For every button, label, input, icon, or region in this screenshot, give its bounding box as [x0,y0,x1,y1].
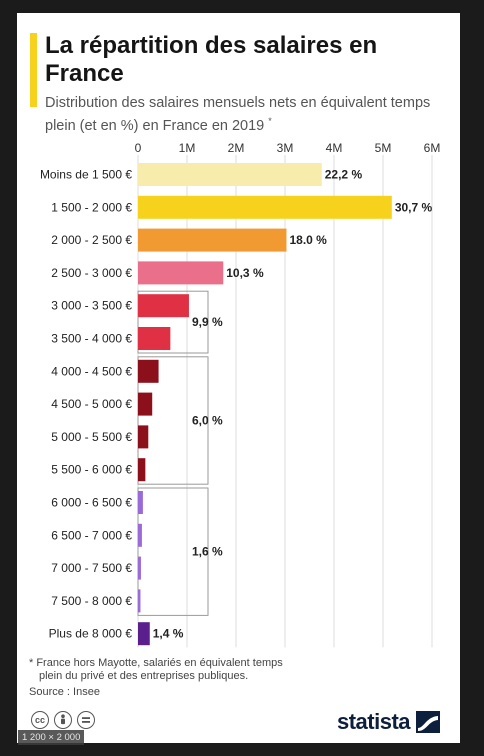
bar[interactable] [138,327,171,350]
category-label: Moins de 1 500 € [40,168,132,182]
page-title: La répartition des salaires en France [45,32,378,87]
attribution-person-icon[interactable] [54,711,72,729]
bar[interactable] [138,163,322,186]
bar[interactable] [138,359,159,383]
subtitle-footnote-mark: * [268,116,272,126]
group-percent-label: 6,0 % [192,414,223,428]
x-tick-label: 4M [326,141,343,155]
brand-name: statista [337,709,411,734]
group-bracket [137,290,209,354]
group-percent-label: 1,6 % [192,545,223,559]
bar-value-label: 1,4 % [153,627,184,641]
x-tick-label: 1M [179,141,196,155]
bar[interactable] [138,491,143,514]
group-bracket [137,487,209,616]
footnote-line-2: plein du privé et des entreprises publiq… [39,670,249,682]
bar[interactable] [138,589,141,613]
title-accent-bar [30,33,37,107]
license-icons: cc [31,711,95,729]
footnote: * France hors Mayotte, salariés en équiv… [29,657,389,683]
category-label: 5 000 - 5 500 € [51,430,132,444]
bar[interactable] [138,195,392,219]
bar-chart: 0 1M 2M 3M 4M 5M 6M 9,9 % 6,0 % 1,6 % Moins de 1 5… [40,141,441,648]
bar-value-label: 10,3 % [226,266,264,280]
category-label: 6 000 - 6 500 € [51,496,132,510]
chart-subtitle: Distribution des salaires mensuels nets … [45,94,445,135]
infographic-card: La répartition des salaires en France Di… [17,13,460,743]
bar[interactable] [138,294,189,318]
category-label: 7 500 - 8 000 € [51,594,132,608]
bar[interactable] [138,425,149,449]
bar-value-label: 18.0 % [289,233,327,247]
no-derivatives-equals-icon[interactable] [77,711,95,729]
bar[interactable] [138,523,142,547]
category-label: 5 500 - 6 000 € [51,463,132,477]
x-tick-label: 5M [375,141,392,155]
x-tick-label: 3M [277,141,294,155]
category-label: 7 000 - 7 500 € [51,561,132,575]
group-percent-label: 9,9 % [192,315,223,329]
bar-value-label: 22,2 % [325,168,363,182]
image-resolution-badge: 1 200 × 2 000 [18,730,85,745]
bar[interactable] [138,556,141,580]
category-label: 4 500 - 5 000 € [51,397,132,411]
statista-wave-icon [416,711,441,733]
statista-logo[interactable]: statista [337,709,441,735]
category-label: 3 000 - 3 500 € [51,299,132,313]
bar[interactable] [138,622,150,646]
bar-value-label: 30,7 % [395,200,433,214]
category-label: 6 500 - 7 000 € [51,528,132,542]
x-tick-label: 0 [135,141,142,155]
category-label: 1 500 - 2 000 € [51,200,132,214]
bar[interactable] [138,392,153,416]
source-note: Source : Insee [29,686,100,698]
group-bracket [137,356,209,485]
category-label: 3 500 - 4 000 € [51,332,132,346]
subtitle-text: Distribution des salaires mensuels nets … [45,95,431,134]
x-tick-label: 2M [228,141,245,155]
category-label: 2 500 - 3 000 € [51,266,132,280]
x-tick-label: 6M [424,141,441,155]
creative-commons-icon[interactable]: cc [31,711,49,729]
category-label: 4 000 - 4 500 € [51,364,132,378]
bar[interactable] [138,228,287,252]
category-label: 2 000 - 2 500 € [51,233,132,247]
bar[interactable] [138,458,146,482]
footnote-line-1: * France hors Mayotte, salariés en équiv… [29,657,283,669]
bar[interactable] [138,261,224,285]
category-label: Plus de 8 000 € [49,627,133,641]
